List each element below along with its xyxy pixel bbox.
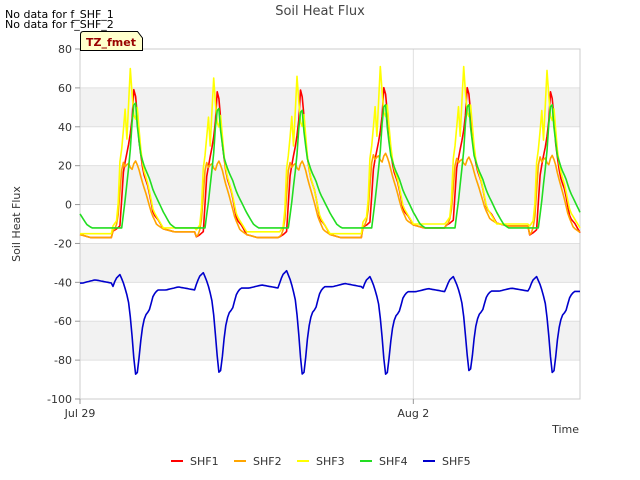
y-tick-label: 0: [65, 199, 72, 212]
y-tick-label: -40: [54, 276, 72, 289]
plot-band: [80, 243, 580, 283]
series-line-shf4: [79, 102, 581, 229]
y-tick-label: -20: [54, 237, 72, 250]
site-badge-label: TZ_fmet: [86, 36, 136, 49]
plot-band: [80, 87, 580, 127]
y-tick-label: -60: [54, 315, 72, 328]
x-tick-label: Jul 29: [64, 407, 96, 420]
y-tick-label: 60: [58, 82, 72, 95]
legend-label-shf1: SHF1: [190, 455, 219, 468]
y-tick-label: -80: [54, 354, 72, 367]
x-axis-label: Time: [551, 423, 579, 436]
series-line-shf5: [80, 269, 580, 376]
legend-label-shf4: SHF4: [379, 455, 408, 468]
chart-title: Soil Heat Flux: [275, 4, 365, 19]
plot-band: [80, 321, 580, 361]
no-data-notice-1: No data for f_SHF_1: [5, 8, 114, 21]
y-tick-label: 40: [58, 121, 72, 134]
series-line-shf3: [80, 65, 581, 235]
legend-label-shf2: SHF2: [253, 455, 282, 468]
x-tick-label: Aug 2: [397, 407, 429, 420]
y-tick-label: -100: [47, 393, 72, 406]
y-axis-label: Soil Heat Flux: [10, 186, 23, 262]
y-tick-label: 20: [58, 160, 72, 173]
site-badge: TZ_fmet: [80, 31, 143, 51]
y-tick-label: 80: [58, 43, 72, 56]
plot-band: [80, 165, 580, 205]
legend-label-shf5: SHF5: [442, 455, 471, 468]
plot-frame: [79, 48, 581, 400]
no-data-notice-2: No data for f_SHF_2: [5, 18, 114, 31]
legend-label-shf3: SHF3: [316, 455, 345, 468]
